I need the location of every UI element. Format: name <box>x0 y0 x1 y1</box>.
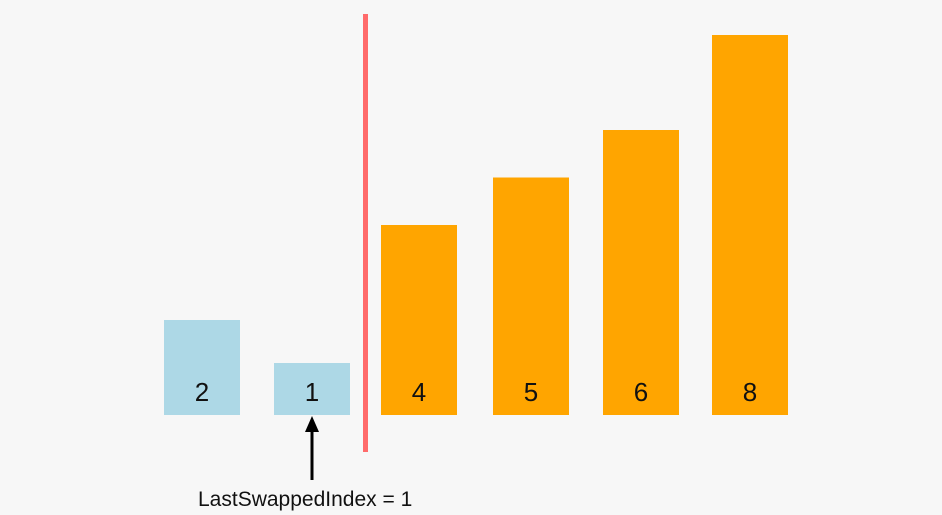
bar-value-label: 6 <box>634 377 648 407</box>
bar-4 <box>381 225 457 415</box>
bar-1 <box>274 363 350 415</box>
last-swapped-pointer <box>305 416 319 480</box>
bar-value-label: 4 <box>412 377 426 407</box>
bar-value-label: 1 <box>305 377 319 407</box>
sorted-boundary-divider <box>363 14 368 452</box>
bar-value-label: 5 <box>524 377 538 407</box>
bar-value-label: 8 <box>743 377 757 407</box>
last-swapped-index-caption: LastSwappedIndex = 1 <box>198 488 412 511</box>
bar-2 <box>164 320 240 415</box>
bars-group: 2 1 4 5 6 8 <box>164 35 788 415</box>
bar-5 <box>493 177 569 415</box>
bar-value-label: 2 <box>195 377 209 407</box>
pointer-arrow-head <box>305 416 319 432</box>
bar-8 <box>712 35 788 415</box>
bar-6 <box>603 130 679 415</box>
